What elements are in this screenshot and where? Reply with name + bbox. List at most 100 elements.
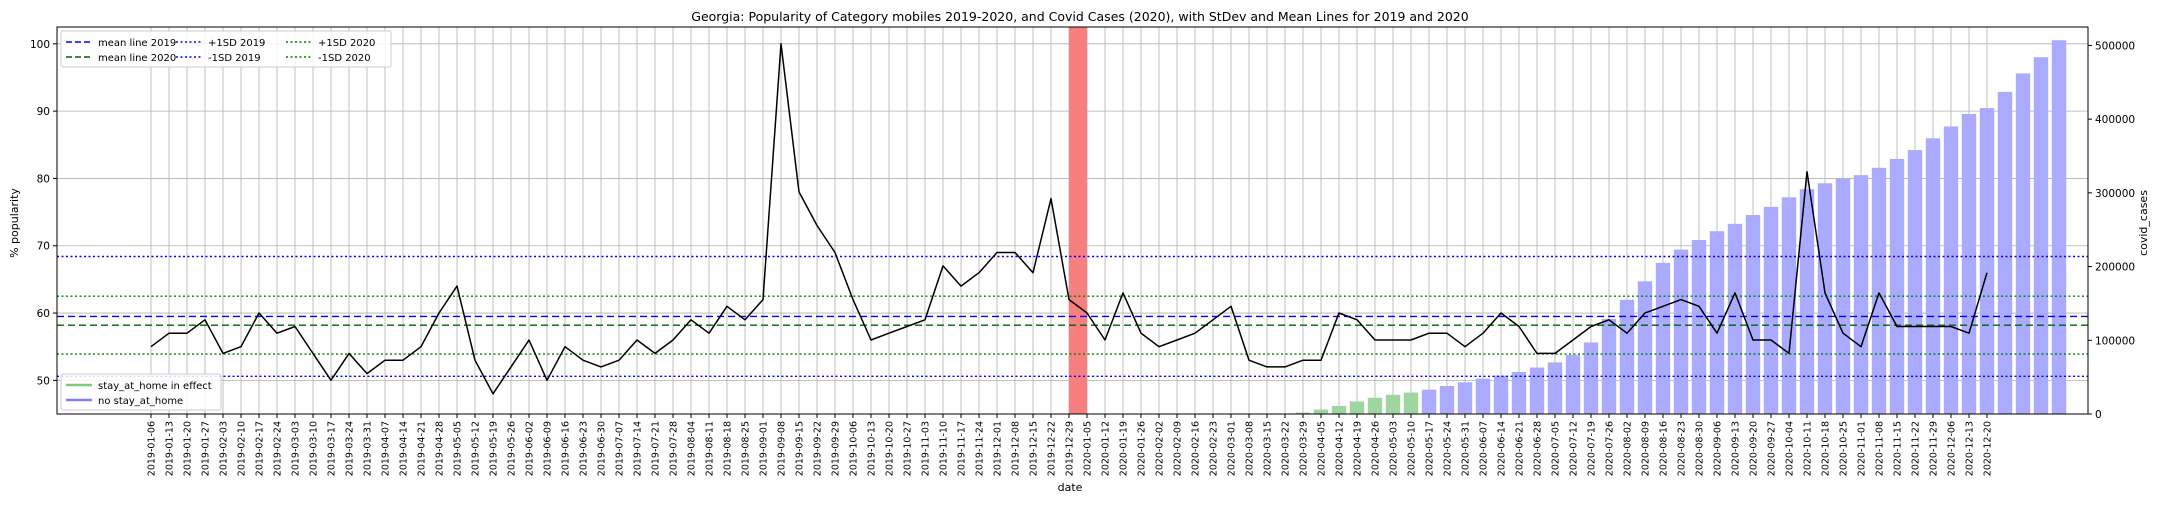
y2-tick-label: 500000 bbox=[2095, 40, 2135, 52]
covid-bar bbox=[2051, 40, 2067, 415]
covid-bar bbox=[1439, 385, 1455, 414]
x-tick-label: 2020-01-19 bbox=[1119, 421, 1130, 476]
x-tick-label: 2020-04-12 bbox=[1335, 421, 1346, 476]
x-tick-label: 2019-05-19 bbox=[489, 421, 500, 476]
covid-bar-stay-at-home bbox=[1385, 394, 1401, 414]
x-tick-label: 2019-09-01 bbox=[759, 421, 770, 476]
x-tick-label: 2020-06-21 bbox=[1515, 421, 1526, 476]
covid-bar bbox=[1907, 150, 1923, 415]
covid-bar bbox=[2033, 57, 2049, 414]
covid-bar bbox=[1763, 206, 1779, 414]
legend-line-label: mean line 2019 bbox=[98, 38, 176, 49]
x-tick-label: 2020-12-06 bbox=[1947, 421, 1958, 476]
x-tick-label: 2020-03-01 bbox=[1227, 421, 1238, 476]
x-tick-label: 2019-11-24 bbox=[975, 421, 986, 476]
x-tick-label: 2020-01-05 bbox=[1083, 421, 1094, 476]
covid-bar-stay-at-home bbox=[1367, 397, 1383, 414]
covid-bar-stay-at-home bbox=[1295, 412, 1311, 414]
x-tick-label: 2019-02-24 bbox=[273, 421, 284, 476]
x-tick-label: 2020-04-05 bbox=[1317, 421, 1328, 476]
covid-bar bbox=[1673, 249, 1689, 414]
y-tick-label: 60 bbox=[37, 308, 50, 320]
x-tick-label: 2019-05-12 bbox=[471, 421, 482, 476]
covid-bar bbox=[1511, 371, 1527, 414]
x-tick-label: 2020-07-19 bbox=[1587, 421, 1598, 476]
legend-lines-box bbox=[60, 30, 392, 68]
legend-bars: stay_at_home in effect no stay_at_home bbox=[60, 373, 222, 411]
covid-bar bbox=[1979, 108, 1995, 414]
x-tick-label: 2020-05-03 bbox=[1389, 421, 1400, 476]
x-tick-label: 2019-04-28 bbox=[435, 421, 446, 476]
x-tick-label: 2020-08-23 bbox=[1677, 421, 1688, 476]
y-tick-label: 50 bbox=[37, 375, 50, 387]
x-tick-label: 2019-08-11 bbox=[705, 421, 716, 476]
x-tick-label: 2019-11-10 bbox=[939, 421, 950, 476]
x-tick-label: 2019-03-17 bbox=[327, 421, 338, 476]
x-tick-label: 2019-09-15 bbox=[795, 421, 806, 476]
x-tick-label: 2019-10-27 bbox=[903, 421, 914, 476]
x-axis-label: date bbox=[1058, 481, 1083, 494]
highlight-span bbox=[1069, 27, 1087, 414]
chart-title: Georgia: Popularity of Category mobiles … bbox=[691, 9, 1468, 24]
x-tick-label: 2019-02-17 bbox=[255, 421, 266, 476]
covid-bar bbox=[1655, 262, 1671, 414]
x-tick-label: 2020-06-28 bbox=[1533, 421, 1544, 476]
x-tick-label: 2020-01-26 bbox=[1137, 421, 1148, 476]
legend-line-label: +1SD 2020 bbox=[318, 38, 375, 49]
x-tick-label: 2020-08-09 bbox=[1641, 421, 1652, 476]
x-tick-label: 2019-01-13 bbox=[165, 421, 176, 476]
covid-bar-stay-at-home bbox=[1349, 401, 1365, 414]
x-tick-label: 2020-08-02 bbox=[1623, 421, 1634, 476]
y-axis-label: % popularity bbox=[8, 188, 21, 258]
covid-bar bbox=[1871, 167, 1887, 414]
legend-line-label: mean line 2020 bbox=[98, 53, 176, 64]
legend-bar-label: no stay_at_home bbox=[98, 396, 183, 407]
x-tick-label: 2020-11-22 bbox=[1911, 421, 1922, 476]
x-tick-label: 2020-11-08 bbox=[1875, 421, 1886, 476]
covid-bar bbox=[1925, 138, 1941, 414]
x-tick-label: 2019-07-21 bbox=[651, 421, 662, 476]
y2-axis-label: covid_cases bbox=[2137, 190, 2150, 256]
y-tick-label: 100 bbox=[30, 39, 50, 51]
legend-lines: mean line 2019 mean line 2020 +1SD 2019 -1S… bbox=[60, 30, 392, 68]
x-tick-label: 2019-02-10 bbox=[237, 421, 248, 476]
x-tick-label: 2019-03-10 bbox=[309, 421, 320, 476]
covid-bar-stay-at-home bbox=[1403, 392, 1419, 414]
x-tick-label: 2019-03-03 bbox=[291, 421, 302, 476]
x-tick-label: 2020-03-15 bbox=[1263, 421, 1274, 476]
x-tick-label: 2019-08-18 bbox=[723, 421, 734, 476]
y2-tick-label: 300000 bbox=[2095, 188, 2135, 200]
covid-bar bbox=[1457, 382, 1473, 414]
y-tick-label: 70 bbox=[37, 241, 50, 253]
covid-bar bbox=[1475, 378, 1491, 414]
covid-bar bbox=[1817, 183, 1833, 414]
covid-bar bbox=[1943, 126, 1959, 414]
covid-bar bbox=[1781, 197, 1797, 414]
x-tick-label: 2019-04-07 bbox=[381, 421, 392, 476]
x-tick-label: 2020-01-12 bbox=[1101, 421, 1112, 476]
popularity-line bbox=[150, 43, 1988, 395]
covid-bar bbox=[1853, 175, 1869, 414]
covid-bar bbox=[1601, 318, 1617, 414]
x-tick-label: 2019-01-06 bbox=[147, 421, 158, 476]
legend-line-label: +1SD 2019 bbox=[208, 38, 265, 49]
plot-area: 50 60 70 80 90 100 0 100000 200000 300000 400000 50… bbox=[30, 26, 2135, 476]
x-tick-label: 2020-03-29 bbox=[1299, 421, 1310, 476]
x-tick-label: 2019-10-06 bbox=[849, 421, 860, 476]
covid-bar bbox=[1529, 367, 1545, 414]
x-tick-label: 2020-10-04 bbox=[1785, 421, 1796, 476]
covid-bar bbox=[1745, 214, 1761, 414]
x-tick-label: 2019-01-20 bbox=[183, 421, 194, 476]
x-tick-label: 2020-04-19 bbox=[1353, 421, 1364, 476]
x-tick-label: 2020-03-08 bbox=[1245, 421, 1256, 476]
x-tick-label: 2019-10-20 bbox=[885, 421, 896, 476]
x-tick-label: 2019-12-08 bbox=[1011, 421, 1022, 476]
x-tick-label: 2020-07-26 bbox=[1605, 421, 1616, 476]
y2-tick-label: 400000 bbox=[2095, 114, 2135, 126]
legend-line-label: -1SD 2020 bbox=[318, 53, 371, 64]
covid-bar bbox=[1565, 355, 1581, 414]
x-tick-label: 2019-07-14 bbox=[633, 421, 644, 476]
legend-bars-box bbox=[60, 373, 222, 411]
x-tick-label: 2019-04-14 bbox=[399, 421, 410, 476]
